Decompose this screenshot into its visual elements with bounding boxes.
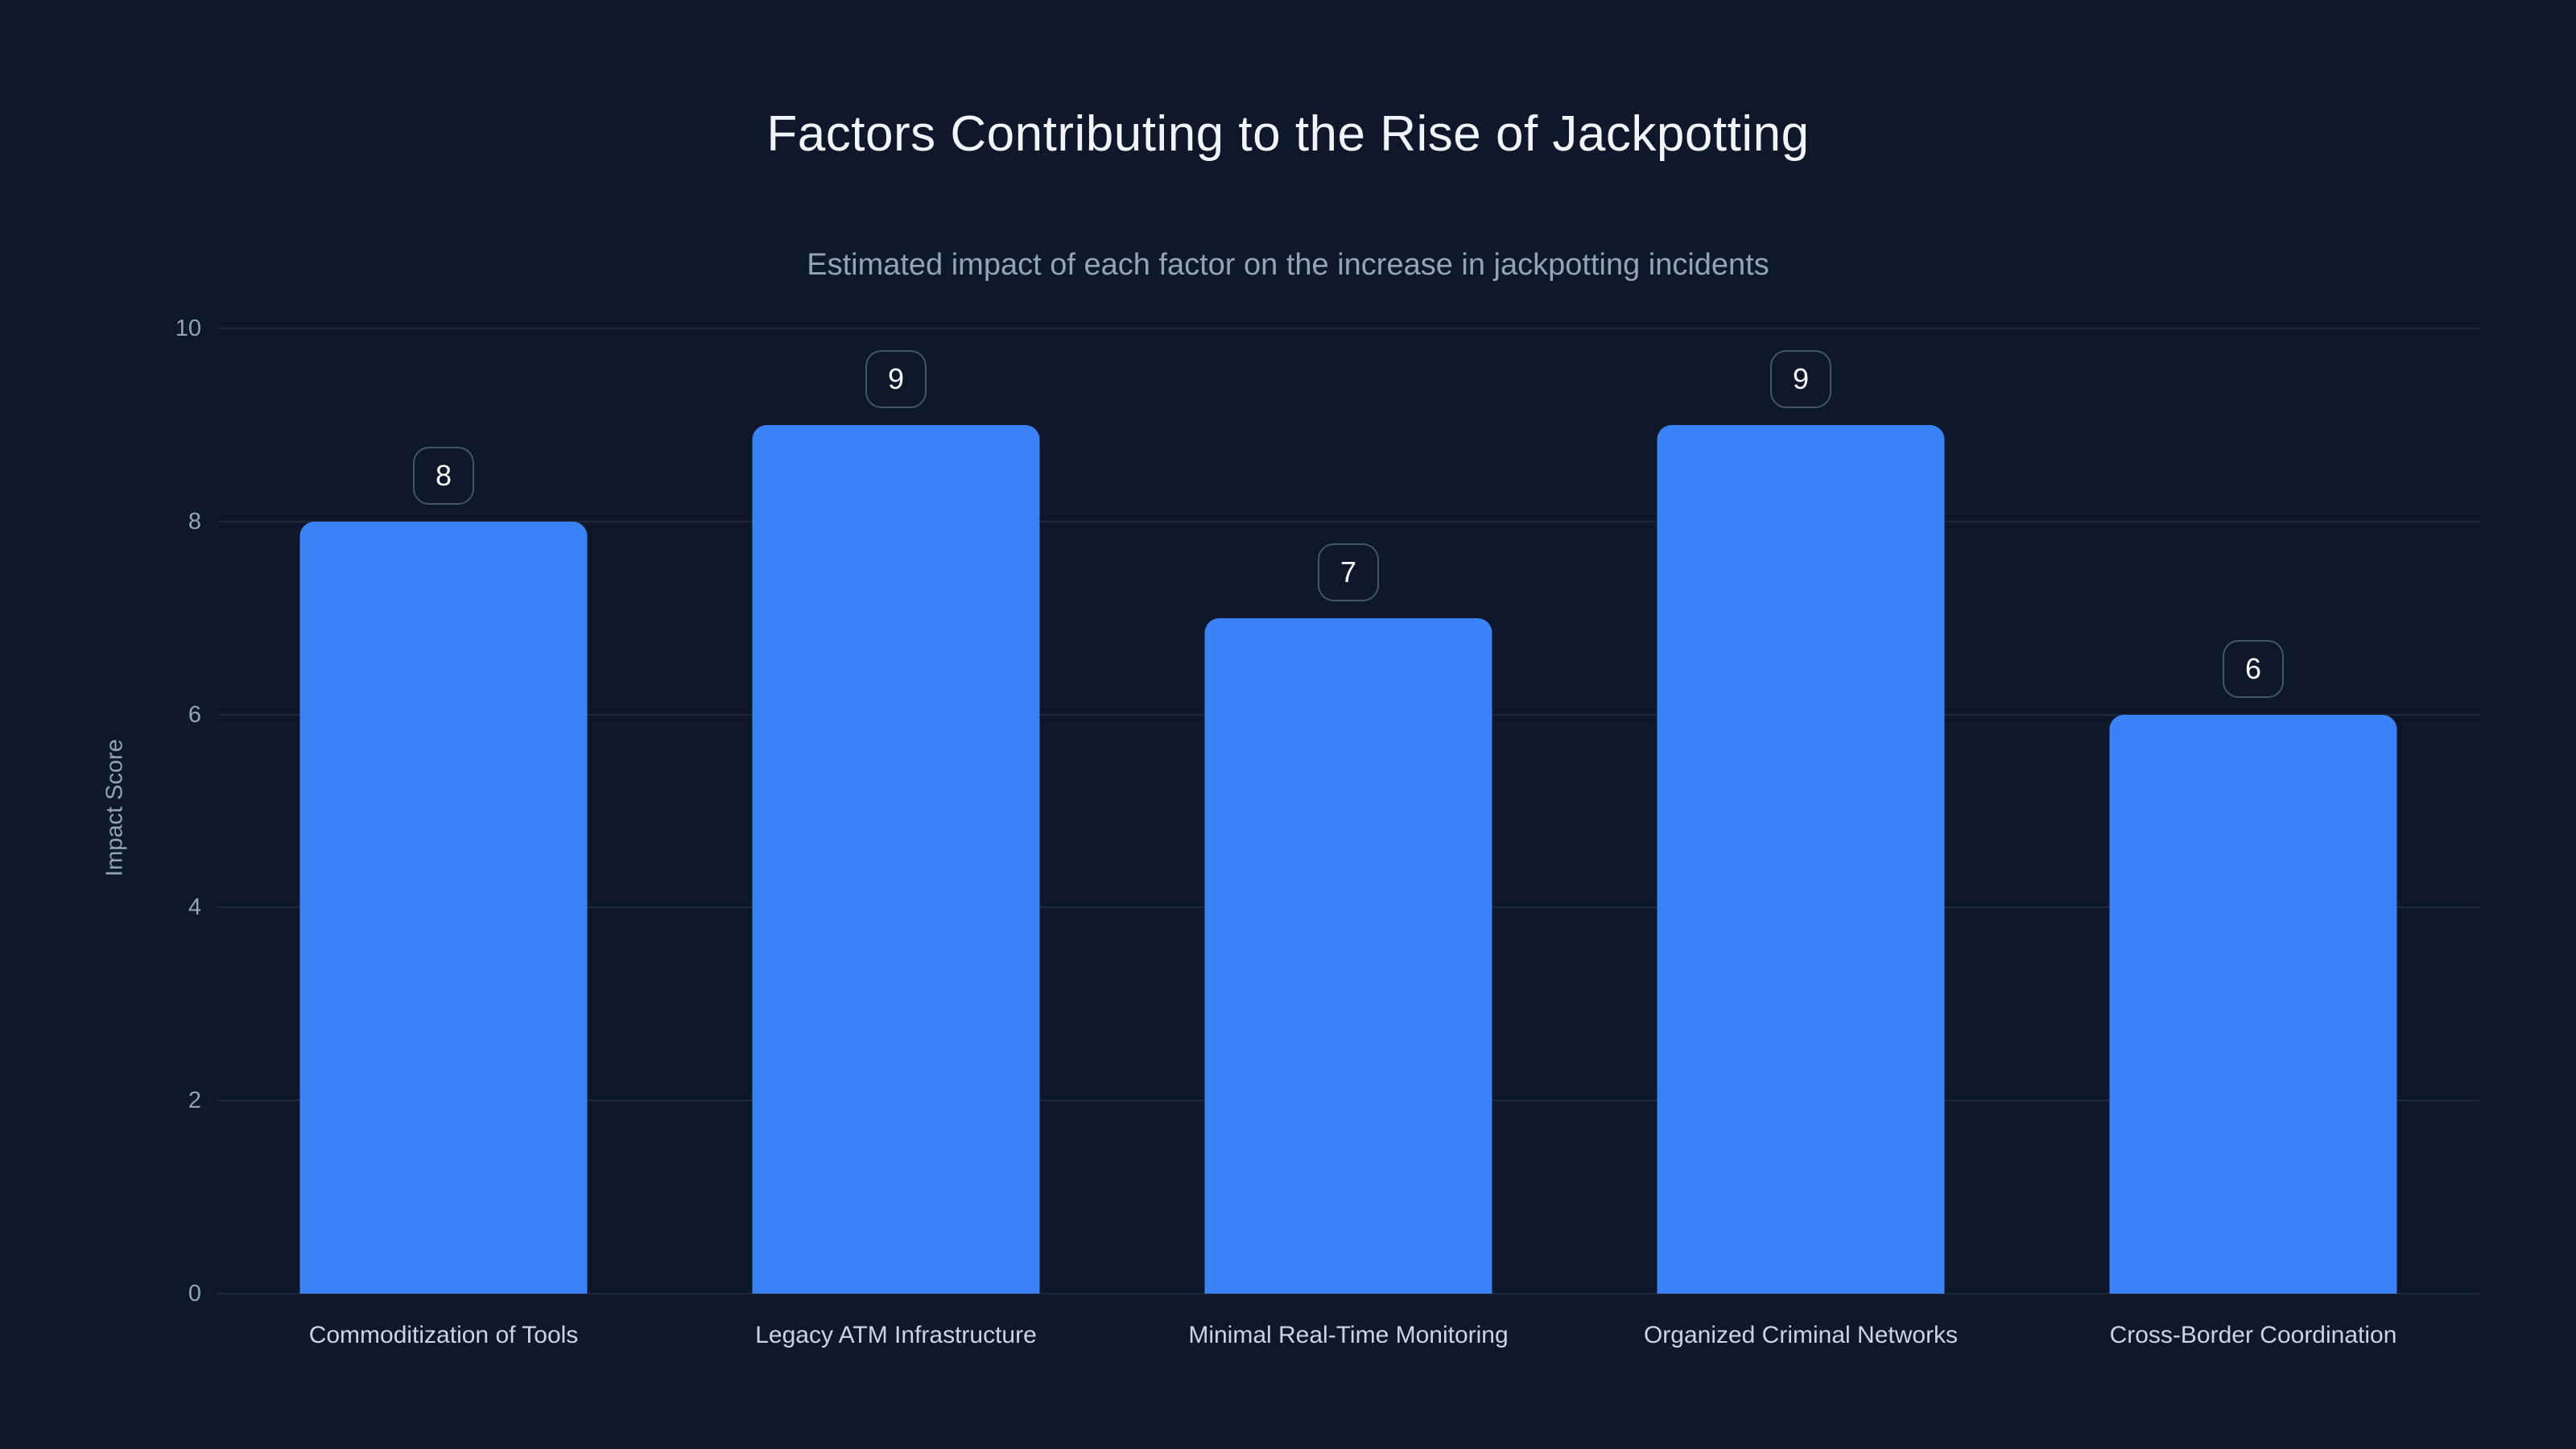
- value-badge-2: 9: [865, 349, 927, 408]
- bar-5: [2109, 714, 2397, 1294]
- category-label-5: Cross-Border Coordination: [2109, 1322, 2397, 1348]
- bar-slot: 9: [1575, 328, 2027, 1294]
- category-label-2: Legacy ATM Infrastructure: [755, 1322, 1037, 1348]
- bar-slot: 6: [2027, 328, 2479, 1294]
- category-label-4: Organized Criminal Networks: [1643, 1322, 1959, 1348]
- gridline-y10: [217, 328, 2479, 329]
- value-badge-4: 9: [1770, 349, 1831, 408]
- bar-3: [1204, 617, 1492, 1294]
- category-label-3: Minimal Real-Time Monitoring: [1188, 1322, 1509, 1348]
- gridline-y8: [217, 520, 2479, 522]
- y-tick-10: 10: [175, 316, 201, 341]
- value-badge-5: 6: [2223, 639, 2284, 698]
- chart-subtitle: Estimated impact of each factor on the i…: [807, 248, 1769, 282]
- y-tick-2: 2: [188, 1088, 201, 1114]
- chart-title: Factors Contributing to the Rise of Jack…: [766, 106, 1810, 162]
- bar-slot: 9: [670, 328, 1122, 1294]
- value-badge-1: 8: [413, 446, 474, 505]
- y-tick-8: 8: [188, 508, 201, 535]
- y-tick-6: 6: [188, 701, 201, 728]
- bar-2: [752, 424, 1040, 1294]
- plot-area: 8 9 7 9 6: [217, 328, 2479, 1294]
- gridline-y0: [217, 1293, 2479, 1294]
- y-tick-0: 0: [188, 1281, 201, 1307]
- bar-4: [1657, 424, 1945, 1294]
- bar-slot: 8: [217, 328, 670, 1294]
- bar-1: [299, 521, 588, 1294]
- y-tick-4: 4: [188, 894, 201, 921]
- bar-slot: 7: [1122, 328, 1575, 1294]
- category-label-1: Commoditization of Tools: [308, 1322, 579, 1348]
- value-badge-3: 7: [1318, 543, 1379, 601]
